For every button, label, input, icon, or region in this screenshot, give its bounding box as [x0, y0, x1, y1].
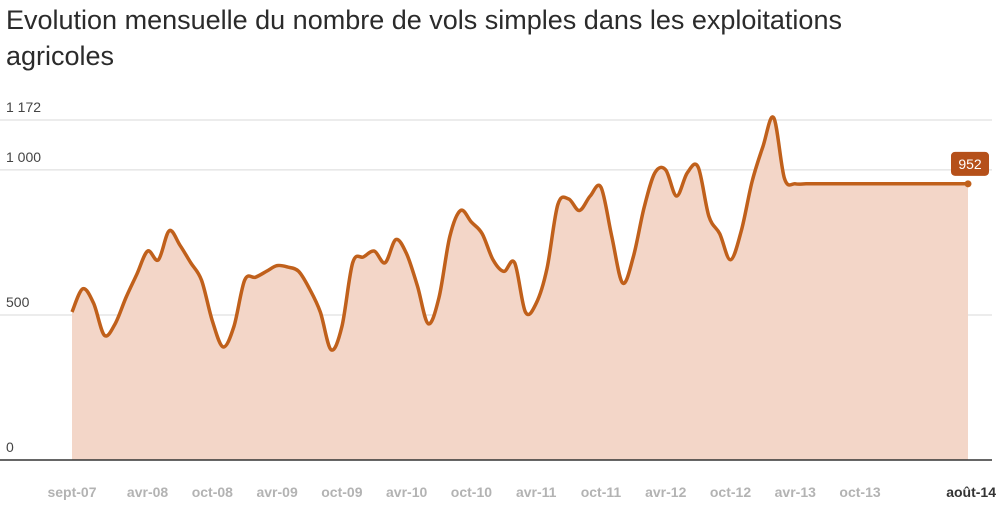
chart-title: Evolution mensuelle du nombre de vols si… [6, 5, 842, 71]
last-point-marker [964, 180, 972, 188]
x-tick-label-0: sept-07 [47, 484, 96, 500]
x-tick-label-4: oct-09 [321, 484, 362, 500]
x-tick-label-12: oct-13 [839, 484, 880, 500]
x-tick-label-8: oct-11 [581, 484, 622, 500]
x-tick-label-11: avr-13 [775, 484, 816, 500]
x-tick-label-9: avr-12 [645, 484, 686, 500]
x-tick-label-1: avr-08 [127, 484, 168, 500]
x-tick-label-10: oct-12 [710, 484, 751, 500]
callout-box [951, 151, 989, 176]
y-tick-label-1: 500 [6, 294, 30, 310]
x-tick-label-3: avr-09 [256, 484, 297, 500]
x-tick-label-5: avr-10 [386, 484, 427, 500]
y-axis-ticks: 0 500 1 000 1 172 [6, 99, 41, 455]
x-tick-label-6: oct-10 [451, 484, 492, 500]
y-tick-label-3: 1 172 [6, 99, 41, 115]
y-tick-label-0: 0 [6, 439, 14, 455]
last-value-label: 952 [958, 156, 982, 172]
x-axis-ticks: sept-07 avr-08 oct-08 avr-09 oct-09 avr-10 oct… [47, 484, 996, 500]
x-tick-label-7: avr-11 [516, 484, 557, 500]
x-tick-label-13: août-14 [946, 484, 996, 500]
x-tick-label-2: oct-08 [192, 484, 233, 500]
series-line [70, 115, 968, 352]
last-value-callout: 952 [951, 151, 989, 188]
y-tick-label-2: 1 000 [6, 149, 41, 165]
